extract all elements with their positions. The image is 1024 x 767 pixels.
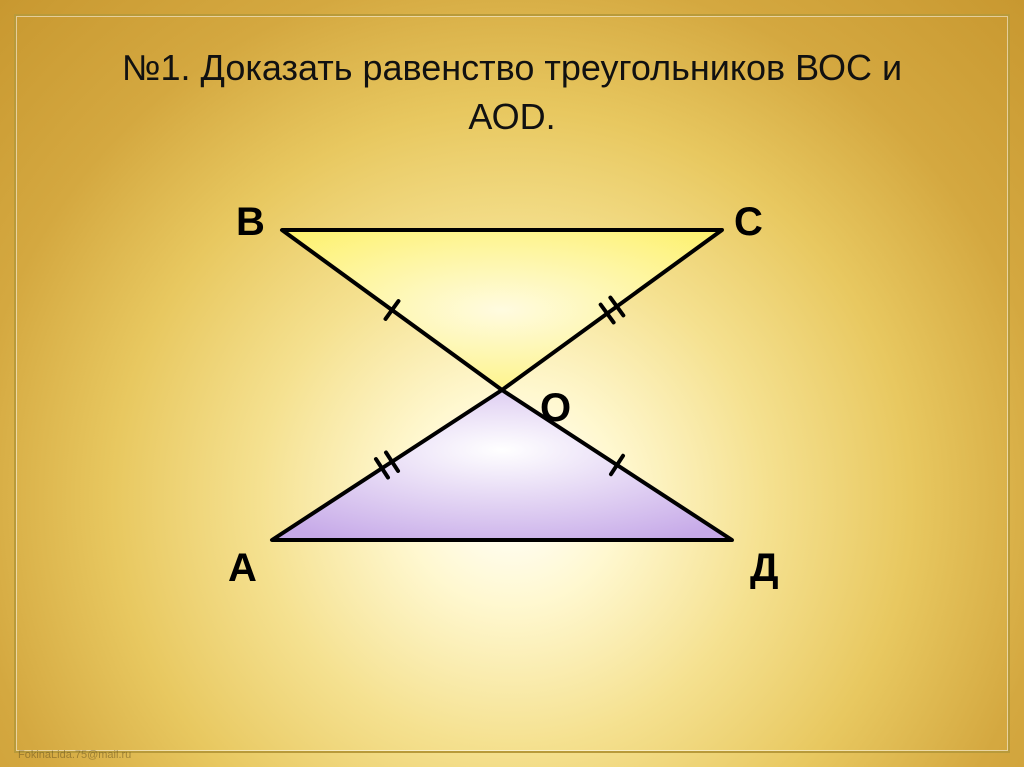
- triangle-aod: [272, 390, 732, 540]
- diagram-svg: [212, 200, 812, 620]
- title-line-2: АОD.: [468, 96, 555, 137]
- triangle-boc: [282, 230, 722, 390]
- title-line-1: №1. Доказать равенство треугольников ВОС…: [122, 47, 902, 88]
- vertex-label-o: О: [540, 386, 571, 431]
- vertex-label-d: Д: [750, 546, 779, 591]
- vertex-label-a: А: [228, 546, 257, 591]
- vertex-label-b: В: [236, 200, 265, 245]
- watermark: FokinaLida.75@mail.ru: [18, 749, 131, 761]
- problem-title: №1. Доказать равенство треугольников ВОС…: [0, 44, 1024, 141]
- geometry-diagram: В С О А Д: [212, 200, 812, 620]
- vertex-label-c: С: [734, 200, 763, 245]
